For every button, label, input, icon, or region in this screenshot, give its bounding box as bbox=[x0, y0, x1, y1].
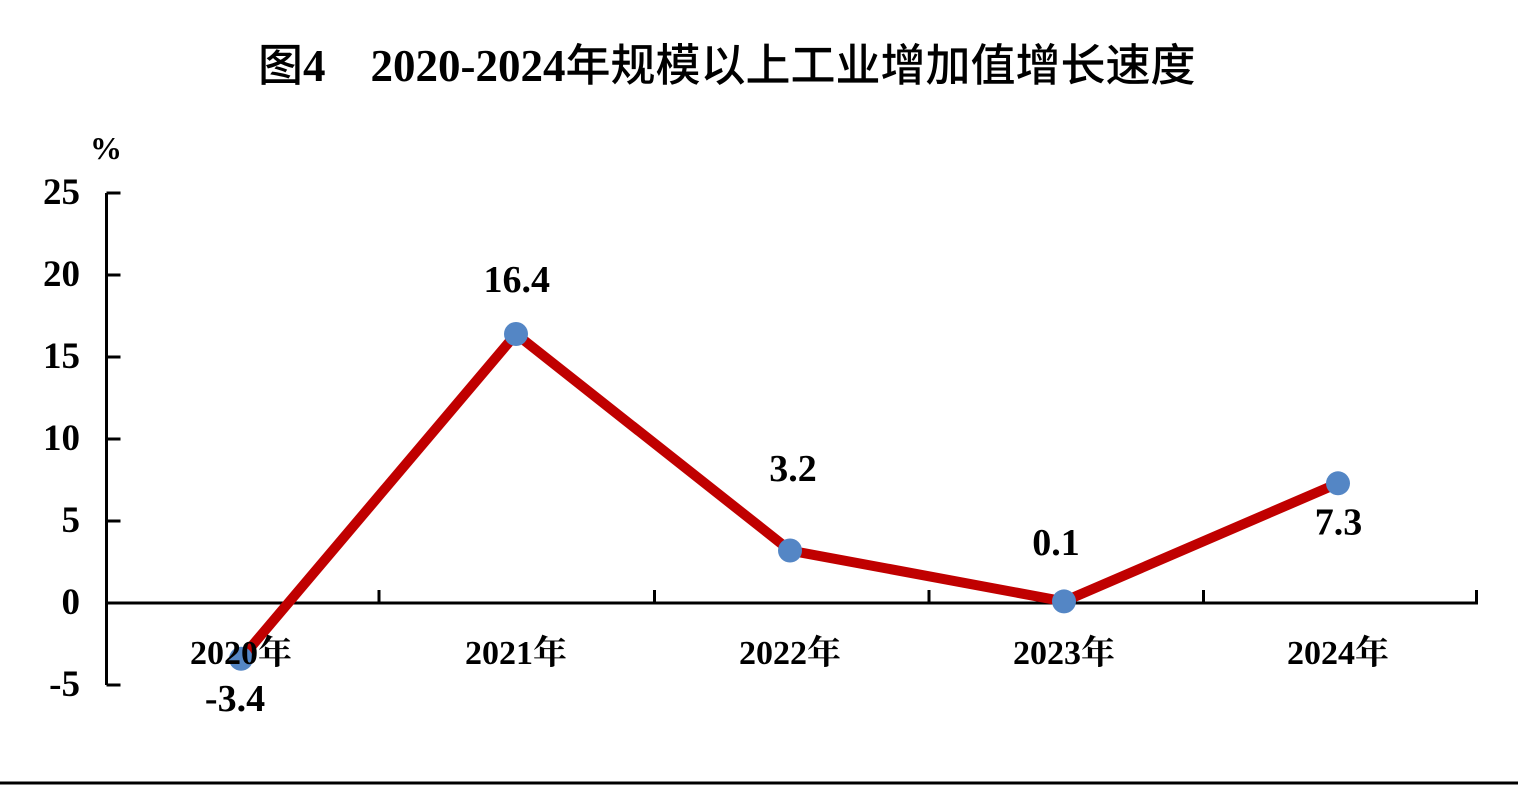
svg-text:-3.4: -3.4 bbox=[205, 678, 265, 720]
svg-text:0.1: 0.1 bbox=[1032, 522, 1080, 564]
svg-text:25: 25 bbox=[43, 172, 80, 213]
svg-text:2021年: 2021年 bbox=[465, 634, 567, 672]
svg-text:2024年: 2024年 bbox=[1287, 634, 1389, 672]
svg-text:%: % bbox=[90, 130, 122, 166]
svg-text:16.4: 16.4 bbox=[483, 259, 550, 301]
svg-text:图4 2020-2024年规模以上工业增加值增长速度: 图4 2020-2024年规模以上工业增加值增长速度 bbox=[258, 41, 1196, 91]
svg-text:5: 5 bbox=[62, 500, 81, 541]
svg-text:15: 15 bbox=[43, 336, 80, 377]
svg-text:3.2: 3.2 bbox=[769, 448, 817, 490]
svg-text:2023年: 2023年 bbox=[1013, 634, 1115, 672]
svg-text:2020年: 2020年 bbox=[190, 634, 292, 672]
svg-text:-5: -5 bbox=[49, 664, 80, 705]
svg-text:20: 20 bbox=[43, 254, 80, 295]
svg-text:7.3: 7.3 bbox=[1315, 502, 1363, 544]
svg-text:2022年: 2022年 bbox=[739, 634, 841, 672]
svg-text:0: 0 bbox=[62, 582, 81, 623]
svg-text:10: 10 bbox=[43, 418, 80, 459]
